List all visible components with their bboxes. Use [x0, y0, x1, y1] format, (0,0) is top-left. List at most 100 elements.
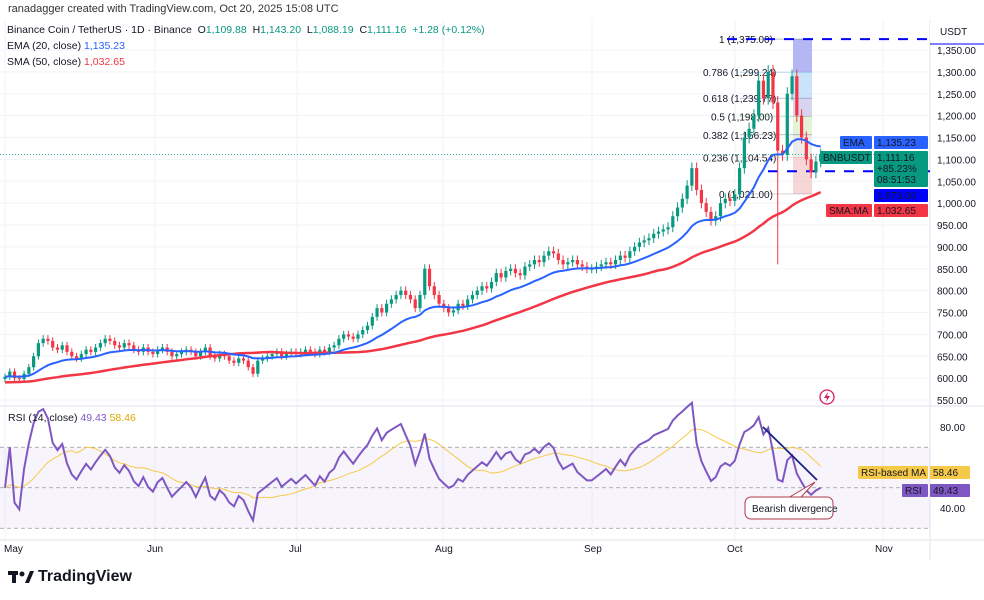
last-price-badge [874, 151, 928, 187]
candle-body [55, 347, 60, 350]
candle-body [418, 295, 422, 309]
level-badge-text: 1,073.00 [877, 191, 916, 202]
candle-body [695, 168, 699, 190]
symbol-row[interactable]: Binance Coin / TetherUS · 1D · Binance O… [7, 22, 485, 38]
price-tick: 1,200.00 [937, 112, 976, 123]
tradingview-logo-icon [8, 571, 34, 583]
candle-body [351, 336, 355, 339]
sma-tag [826, 204, 872, 217]
currency-box [930, 22, 984, 40]
candle-body [551, 251, 556, 254]
rsi-ma-value: 58.46 [109, 412, 136, 424]
fib-label: 0.786 (1,299.24) [703, 68, 776, 79]
candle-body [761, 80, 766, 99]
candle-body [427, 268, 432, 287]
candle-body [504, 270, 508, 278]
candle-body [413, 299, 417, 309]
candle-body [385, 303, 389, 313]
ema-tag [840, 136, 872, 149]
candle-body [241, 358, 246, 361]
rsi-ma-tag [858, 466, 928, 479]
price-tick: 1,100.00 [937, 155, 976, 166]
ema-price-badge [874, 136, 928, 149]
candle-body [108, 338, 112, 341]
candle-body [32, 356, 36, 368]
candle-body [337, 338, 341, 346]
candle-body [757, 80, 761, 116]
candle-body [103, 338, 107, 344]
price-tick: 1,300.00 [937, 68, 976, 79]
credit-line: ranadagger created with TradingView.com,… [8, 3, 339, 15]
time-tick: May [4, 544, 23, 555]
candle-body [346, 334, 351, 337]
lightning-glyph [824, 392, 830, 402]
close-label: C [359, 24, 368, 36]
candle-body [671, 216, 675, 228]
candle-body [175, 354, 179, 357]
annotation-pointer [787, 481, 816, 499]
fib-label: 0.618 (1,239.77) [703, 94, 776, 105]
candle-body [642, 240, 646, 243]
candle-body [656, 231, 661, 234]
candle-body [499, 273, 503, 278]
tradingview-logo[interactable]: TradingView [8, 568, 132, 586]
candle-body [652, 233, 656, 239]
candle-body [423, 268, 427, 295]
price-tick: 600.00 [937, 374, 968, 385]
candle-body [194, 351, 198, 357]
rsi-tag-text: RSI [905, 486, 922, 497]
candle-body [489, 281, 494, 289]
candle-body [771, 71, 775, 103]
candle-body [485, 286, 489, 289]
candle-body [122, 343, 126, 348]
rsi-legend[interactable]: RSI (14, close) 49.43 58.46 [8, 412, 136, 424]
divergence-trendline [762, 426, 818, 481]
rsi-badge [930, 484, 970, 497]
candle-body [690, 168, 694, 186]
candle-body [747, 128, 751, 138]
fib-zone [793, 134, 812, 158]
fib-label: 1 (1,375.00) [719, 35, 773, 46]
sma-value: 1,032.65 [84, 56, 125, 68]
candle-body [51, 340, 55, 348]
ema-legend[interactable]: EMA (20, close) 1,135.23 [7, 38, 485, 54]
annotation-bubble [744, 496, 834, 520]
rsi-line [4, 400, 822, 524]
candle-body [17, 378, 21, 380]
candle-body [661, 229, 665, 232]
candle-body [117, 345, 122, 348]
candle-body [342, 334, 346, 339]
candle-body [394, 295, 398, 300]
candle-body [542, 255, 546, 263]
sma-legend[interactable]: SMA (50, close) 1,032.65 [7, 54, 485, 70]
fib-label: 0.5 (1,198.00) [711, 113, 773, 124]
candle-body [332, 345, 336, 348]
candle-body [804, 137, 808, 160]
candle-body [451, 310, 455, 313]
candle-body [537, 260, 541, 263]
sma-price-badge [874, 204, 928, 217]
candle-body [780, 150, 785, 155]
fib-zone [793, 39, 812, 73]
symbol-tag [820, 151, 872, 164]
candle-body [571, 260, 575, 263]
candle-body [213, 356, 217, 359]
annotation-text: Bearish divergence [752, 504, 838, 515]
candle-body [432, 286, 436, 295]
candle-body [580, 264, 584, 267]
ema-label: EMA (20, close) [7, 40, 82, 52]
chart-legend: Binance Coin / TetherUS · 1D · Binance O… [7, 22, 485, 70]
candle-body [251, 367, 255, 374]
candle-body [60, 345, 64, 350]
candle-body [609, 262, 613, 265]
candle-body [718, 203, 723, 217]
candle-body [528, 264, 532, 267]
candle-body [675, 207, 680, 217]
candle-body [647, 238, 651, 241]
candle-body [399, 290, 403, 295]
price-tick: 900.00 [937, 243, 968, 254]
sma-label: SMA (50, close) [7, 56, 82, 68]
candle-body [518, 273, 522, 276]
candle-body [494, 273, 498, 282]
